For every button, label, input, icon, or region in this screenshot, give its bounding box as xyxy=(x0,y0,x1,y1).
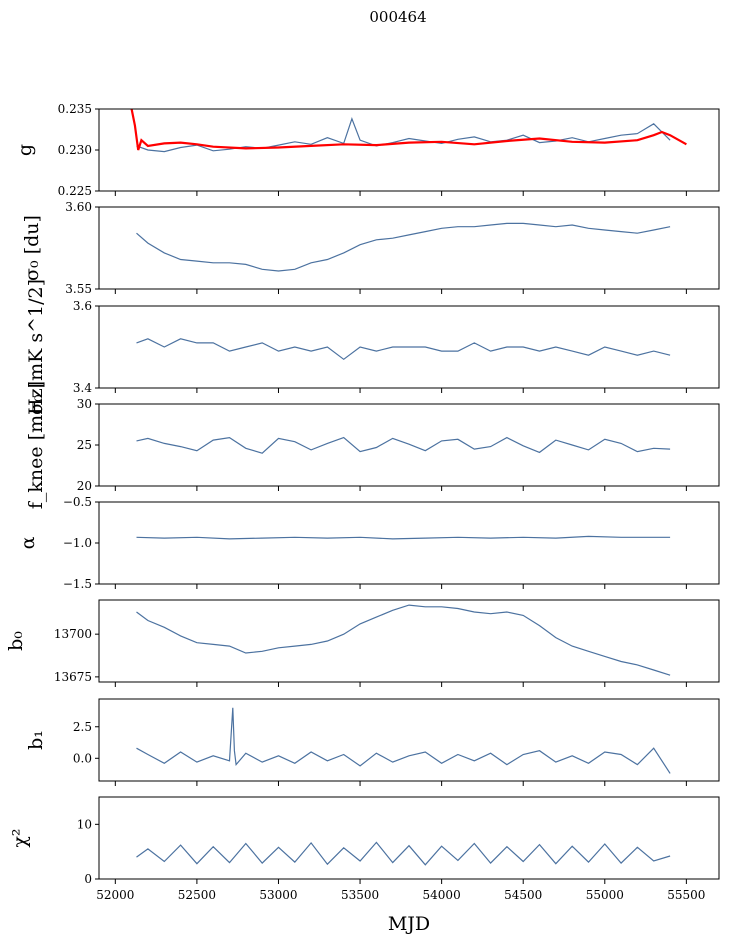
x-tick-label: 54500 xyxy=(504,888,542,902)
x-tick-label: 52500 xyxy=(178,888,216,902)
y-axis-label: b₁ xyxy=(25,730,47,750)
y-tick-label: 0 xyxy=(84,872,92,886)
y-axis-label: b₀ xyxy=(5,631,27,651)
panel-frame xyxy=(98,501,720,585)
panel-frame xyxy=(98,698,720,782)
y-axis-label: α xyxy=(17,536,39,549)
series-line-1-0 xyxy=(136,222,671,272)
panel-2: 3.4 3.6 σ₀ [mK s^1/2] xyxy=(25,279,720,415)
series-line-7-0 xyxy=(136,841,671,866)
y-tick-label: 20 xyxy=(77,479,92,493)
series-line-3-0 xyxy=(136,436,671,454)
series-line-5-0 xyxy=(136,604,671,676)
y-axis-label: χ² xyxy=(9,828,31,847)
y-tick-label: 3.55 xyxy=(65,282,92,296)
x-tick-label: 54000 xyxy=(423,888,461,902)
x-tick-label: 53000 xyxy=(259,888,297,902)
y-tick-label: 0.235 xyxy=(58,102,92,116)
panel-frame xyxy=(98,403,720,487)
y-tick-label: 0.225 xyxy=(58,184,92,198)
panel-1: 3.55 3.60 σ₀ [du] xyxy=(21,200,720,296)
y-axis-label: g xyxy=(14,144,36,156)
y-axis-label: f_knee [mHz] xyxy=(25,381,47,509)
y-tick-label: 30 xyxy=(77,397,92,411)
panel-3: 20 25 30 f_knee [mHz] xyxy=(25,381,720,509)
panel-frame xyxy=(98,796,720,880)
y-tick-label: 10 xyxy=(77,817,92,831)
y-tick-label: −1.5 xyxy=(63,577,92,591)
series-line-6-0 xyxy=(136,707,671,774)
y-tick-label: −1.0 xyxy=(63,536,92,550)
y-tick-label: 2.5 xyxy=(73,720,92,734)
panel-frame xyxy=(98,206,720,290)
x-tick-label: 55000 xyxy=(586,888,624,902)
y-tick-label: 3.6 xyxy=(73,299,92,313)
y-tick-label: 3.60 xyxy=(65,200,92,214)
panel-0: 0.225 0.230 0.235 g xyxy=(14,102,720,198)
panels: 0.225 0.230 0.235 g 3.55 3.60 σ₀ [du] 3.4 3.6 σ₀ … xyxy=(5,102,720,902)
x-tick-label: 55500 xyxy=(667,888,705,902)
y-tick-label: −0.5 xyxy=(63,495,92,509)
series-line-2-0 xyxy=(136,338,671,361)
panel-frame xyxy=(98,599,720,683)
y-tick-label: 13700 xyxy=(54,627,92,641)
y-tick-label: 0.230 xyxy=(58,143,92,157)
x-tick-label: 52000 xyxy=(96,888,134,902)
chart-title: 000464 xyxy=(369,8,426,26)
panel-frame xyxy=(98,108,720,192)
x-axis-label: MJD xyxy=(388,913,430,935)
series-line-0-1 xyxy=(130,108,687,151)
series-line-0-0 xyxy=(136,117,671,153)
y-tick-label: 3.4 xyxy=(73,381,92,395)
panel-6: 0.0 2.5 b₁ xyxy=(25,698,720,786)
y-axis-label: σ₀ [mK s^1/2] xyxy=(25,279,47,415)
x-tick-label: 53500 xyxy=(341,888,379,902)
panel-4: −1.5 −1.0 −0.5 α xyxy=(17,495,720,591)
panel-frame xyxy=(98,305,720,389)
y-tick-label: 0.0 xyxy=(73,751,92,765)
panel-7: 0 10 52000 52500 53000 53500 54000 54500 55000 55… xyxy=(9,796,720,902)
panel-5: 13675 13700 b₀ xyxy=(5,599,720,687)
y-tick-label: 13675 xyxy=(54,670,92,684)
series-line-4-0 xyxy=(136,535,671,540)
y-axis-label: σ₀ [du] xyxy=(21,215,43,281)
y-tick-label: 25 xyxy=(77,438,92,452)
